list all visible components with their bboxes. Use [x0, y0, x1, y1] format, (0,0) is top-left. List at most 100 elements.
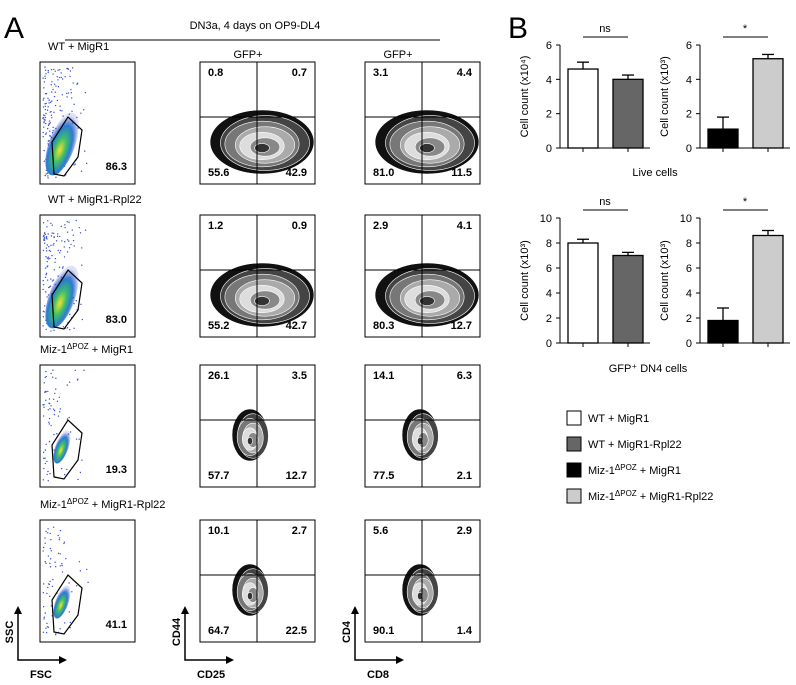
quadrant-value: 42.9 — [286, 167, 307, 179]
quadrant-value: 77.5 — [373, 470, 394, 482]
event-dot — [57, 79, 59, 81]
event-dot — [58, 538, 61, 541]
y-tick-label: 8 — [686, 238, 692, 250]
event-dot — [56, 400, 59, 403]
event-dot — [68, 381, 71, 383]
significance: ns — [599, 196, 611, 208]
event-dot — [49, 257, 51, 260]
event-dot — [50, 222, 52, 225]
event-dot — [64, 473, 66, 476]
y-tick-label: 4 — [686, 74, 692, 86]
event-dot — [49, 566, 52, 568]
event-dot — [50, 278, 52, 280]
event-dot — [44, 69, 47, 71]
event-dot — [71, 591, 73, 593]
event-dot — [45, 627, 47, 630]
quadrant-value: 10.1 — [208, 525, 229, 537]
event-dot — [48, 398, 51, 400]
event-dot — [59, 109, 61, 112]
event-dot — [58, 235, 61, 238]
event-dot — [59, 252, 61, 254]
event-dot — [44, 276, 47, 279]
event-dot — [43, 120, 45, 122]
quadrant-value: 2.1 — [457, 470, 472, 482]
event-dot — [52, 244, 54, 246]
event-dot — [71, 110, 73, 112]
event-dot — [46, 279, 49, 281]
quadrant-value: 2.9 — [457, 525, 472, 537]
event-dot — [43, 118, 45, 120]
event-dot — [50, 330, 52, 332]
event-dot — [46, 257, 49, 259]
arrow-head — [14, 606, 22, 614]
event-dot — [76, 379, 79, 381]
event-dot — [50, 372, 52, 375]
y-tick-label: 2 — [686, 313, 692, 325]
density — [45, 112, 79, 176]
axis-label: FSC — [30, 669, 52, 681]
event-dot — [57, 249, 59, 252]
event-dot — [54, 70, 56, 72]
y-tick-label: 6 — [546, 40, 552, 52]
event-dot — [44, 449, 47, 451]
event-dot — [44, 108, 47, 111]
event-dot — [52, 578, 54, 581]
event-dot — [55, 176, 57, 178]
event-dot — [53, 83, 56, 85]
event-dot — [50, 83, 52, 86]
event-dot — [43, 457, 45, 460]
event-dot — [48, 417, 51, 420]
event-dot — [64, 75, 66, 78]
y-tick-label: 0 — [546, 143, 552, 155]
event-dot — [45, 247, 48, 249]
event-dot — [52, 398, 55, 400]
quadrant-value: 12.7 — [286, 470, 307, 482]
event-dot — [69, 328, 71, 331]
event-dot — [45, 73, 47, 75]
event-dot — [63, 542, 65, 545]
event-dot — [58, 69, 61, 71]
event-dot — [42, 606, 45, 608]
event-dot — [74, 163, 76, 165]
event-dot — [49, 595, 51, 597]
event-dot — [47, 626, 50, 628]
event-dot — [51, 232, 53, 234]
event-dot — [47, 409, 50, 411]
event-dot — [46, 109, 49, 111]
event-dot — [66, 327, 69, 329]
event-dot — [43, 121, 45, 124]
event-dot — [44, 75, 46, 77]
contour — [417, 591, 423, 601]
event-dot — [43, 242, 46, 244]
event-dot — [76, 585, 78, 587]
gate-value: 86.3 — [106, 161, 127, 173]
event-dot — [52, 88, 54, 91]
event-dot — [46, 226, 48, 228]
quadrant-value: 4.4 — [457, 67, 473, 79]
bar — [752, 234, 784, 344]
event-dot — [81, 264, 83, 266]
event-dot — [42, 136, 44, 138]
quadrant-value: 11.5 — [451, 167, 472, 179]
event-dot — [72, 82, 74, 84]
event-dot — [44, 561, 46, 563]
label-part: WT + MigR1 — [588, 413, 649, 425]
event-dot — [57, 86, 60, 88]
event-dot — [52, 369, 54, 371]
event-dot — [57, 552, 60, 555]
axis-label: CD25 — [197, 669, 225, 681]
event-dot — [45, 93, 48, 95]
label-part: ΔPOZ — [615, 463, 637, 472]
label-part: Miz-1 — [588, 491, 615, 503]
event-dot — [68, 416, 70, 419]
event-dot — [58, 537, 61, 539]
event-dot — [62, 115, 64, 117]
event-dot — [51, 81, 53, 83]
plot-frame — [39, 519, 136, 643]
event-dot — [59, 529, 62, 532]
event-dot — [86, 568, 88, 571]
event-dot — [46, 296, 48, 298]
event-dot — [45, 250, 48, 252]
event-dot — [80, 112, 82, 114]
